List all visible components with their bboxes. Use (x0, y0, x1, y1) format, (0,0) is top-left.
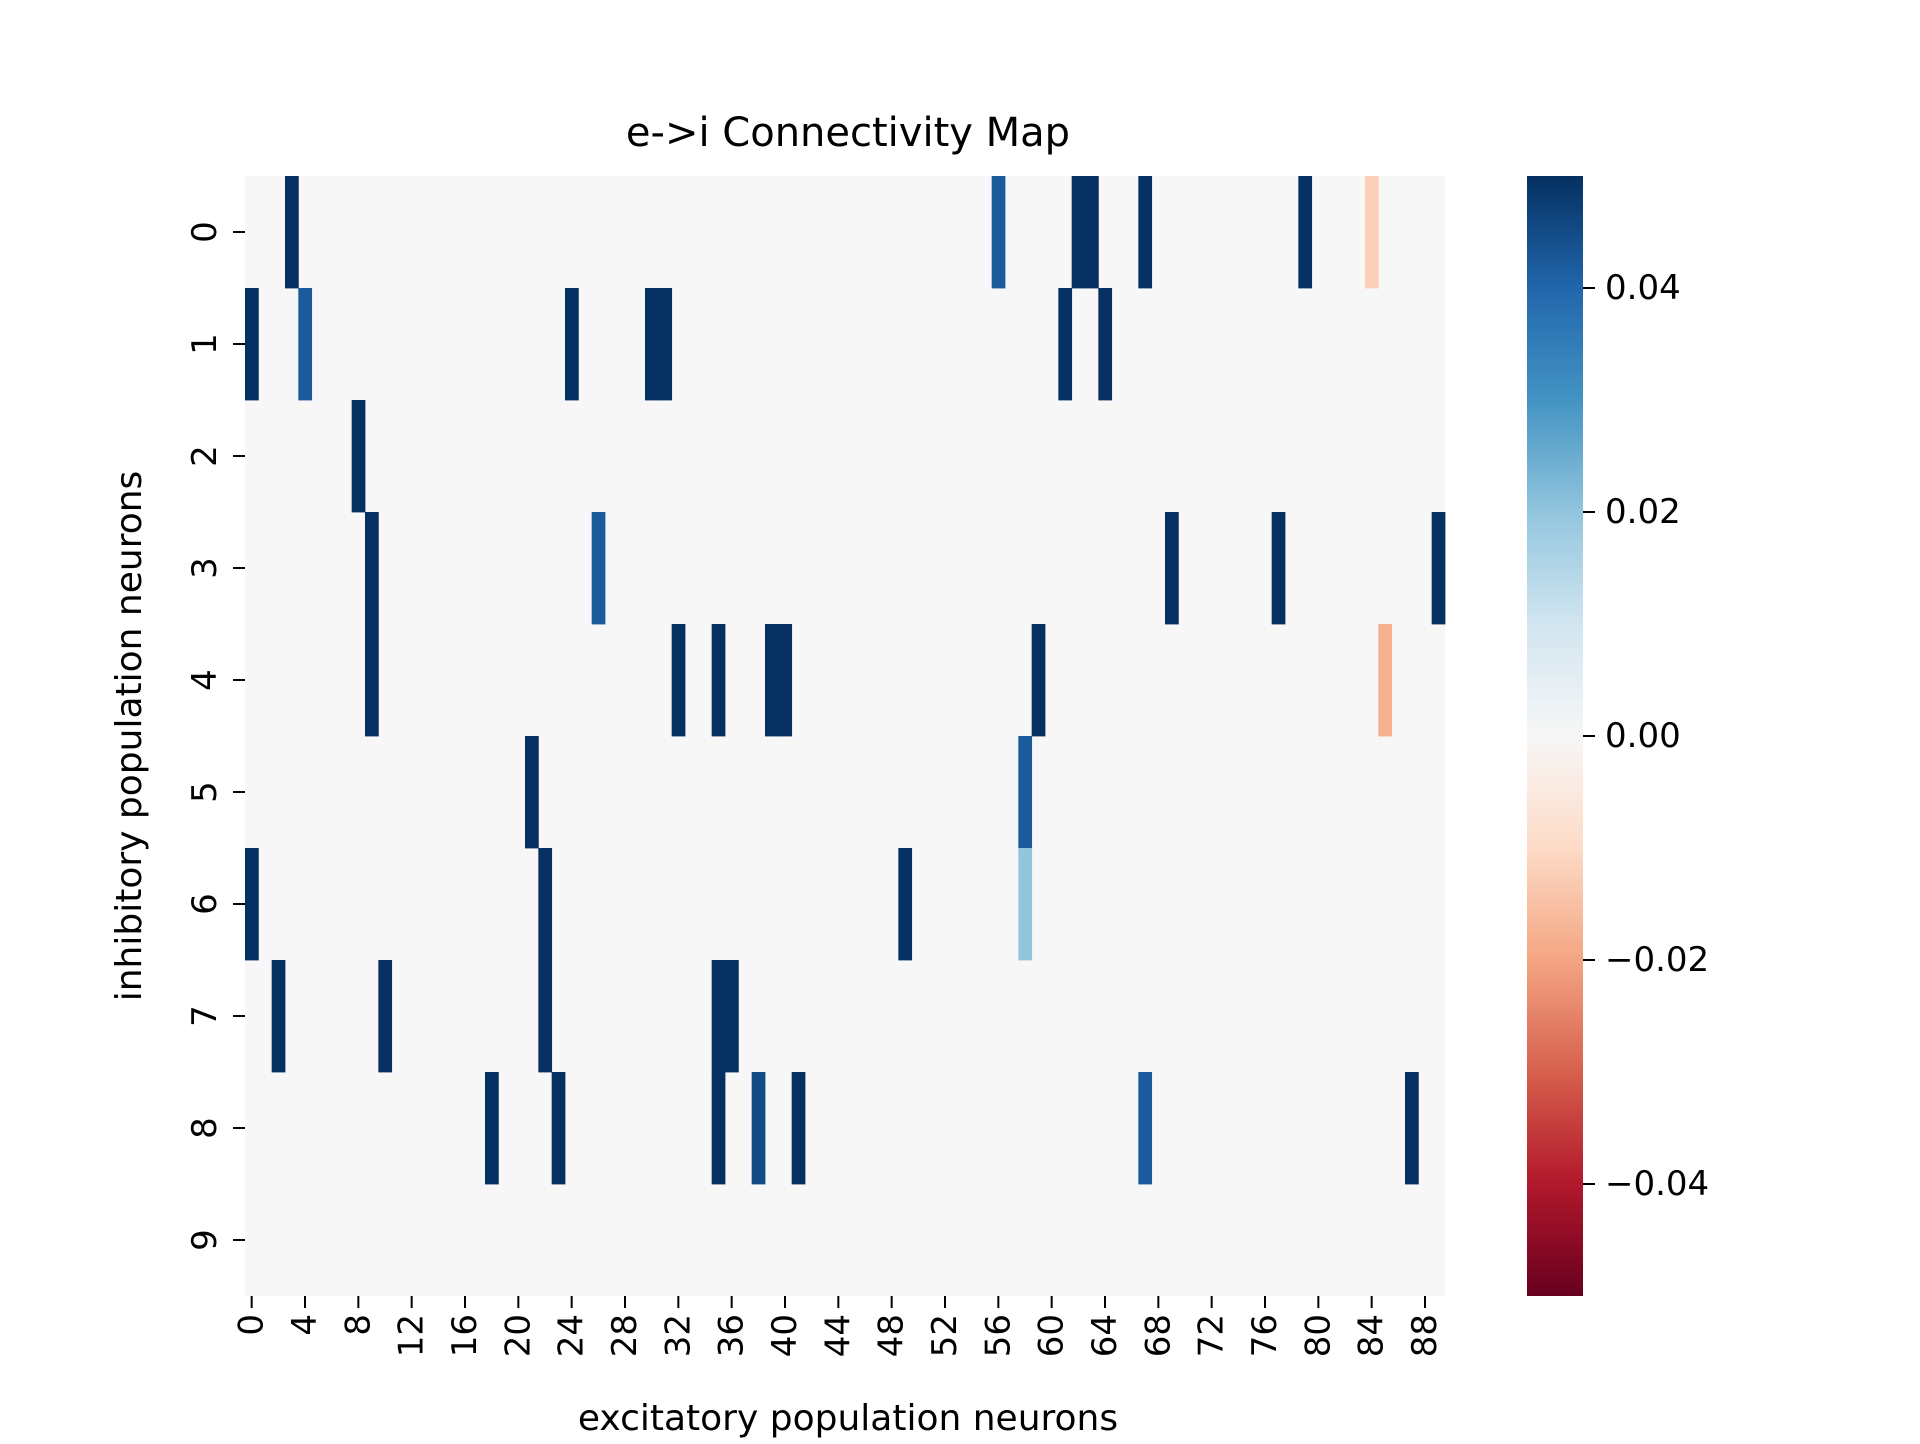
heatmap-cell (1365, 176, 1379, 289)
y-axis-label: inhibitory population neurons (109, 471, 150, 1002)
heatmap-cell (791, 1072, 806, 1185)
y-tick-label: 6 (185, 893, 225, 915)
x-axis-label: excitatory population neurons (578, 1398, 1118, 1439)
x-tick-label: 56 (978, 1314, 1018, 1357)
heatmap-cell (658, 288, 673, 401)
x-tick-label: 88 (1405, 1314, 1445, 1357)
heatmap-cell (365, 512, 379, 625)
heatmap-cell (1138, 176, 1153, 289)
heatmap-cell (1058, 288, 1073, 401)
heatmap-cells (245, 176, 1446, 1185)
x-tick-label: 0 (232, 1314, 272, 1336)
heatmap-cell (538, 960, 553, 1073)
heatmap-cell (591, 512, 606, 625)
x-tick-label: 20 (498, 1314, 538, 1357)
heatmap-cell (1298, 176, 1313, 289)
heatmap-cell (378, 960, 393, 1073)
x-tick-label: 80 (1298, 1314, 1338, 1357)
colorbar-tick-label: 0.02 (1605, 492, 1681, 532)
x-tick-label: 16 (445, 1314, 485, 1357)
heatmap-cell (765, 624, 779, 737)
heatmap-cell (1165, 512, 1179, 625)
heatmap-cell (271, 960, 286, 1073)
heatmap-cell (365, 624, 379, 737)
heatmap-cell (298, 288, 313, 401)
heatmap-cell (551, 1072, 566, 1185)
x-tick-label: 76 (1245, 1314, 1285, 1357)
heatmap-cell (1018, 848, 1033, 961)
x-tick-label: 60 (1032, 1314, 1072, 1357)
heatmap-cell (645, 288, 659, 401)
y-tick-label: 1 (185, 333, 225, 355)
colorbar-tick-label: −0.04 (1605, 1164, 1709, 1204)
heatmap-cell (725, 960, 739, 1073)
heatmap-cell (711, 624, 726, 737)
colorbar-ticks: 0.04 0.02 0.00 −0.02 −0.04 (1583, 268, 1709, 1204)
x-tick-label: 12 (392, 1314, 432, 1357)
y-tick-label: 8 (185, 1117, 225, 1139)
heatmap-cell (245, 288, 259, 401)
x-tick-label: 48 (872, 1314, 912, 1357)
heatmap-cell (285, 176, 299, 289)
heatmap-zero-background (245, 176, 1445, 1296)
x-tick-label: 4 (285, 1314, 325, 1336)
heatmap-cell (245, 848, 259, 961)
heatmap-cell (1405, 1072, 1419, 1185)
heatmap-cell (711, 1072, 726, 1185)
heatmap-cell (778, 624, 793, 737)
x-tick-label: 44 (818, 1314, 858, 1357)
heatmap-cell (1031, 624, 1046, 737)
heatmap-cell (991, 176, 1006, 289)
x-axis-ticks: 0 4 8 12 16 20 24 28 32 36 40 44 48 52 56 60 64 68 72 76 80 8… (232, 1296, 1445, 1357)
heatmap-background (245, 176, 1445, 1296)
x-tick-label: 64 (1085, 1314, 1125, 1357)
x-tick-label: 8 (338, 1314, 378, 1336)
y-tick-label: 2 (185, 445, 225, 467)
colorbar-tick-label: 0.04 (1605, 268, 1681, 308)
colorbar-tick-label: 0.00 (1605, 716, 1681, 756)
heatmap-cell (525, 736, 539, 849)
x-tick-label: 32 (658, 1314, 698, 1357)
heatmap-cell (751, 1072, 766, 1185)
heatmap-cell (1431, 512, 1446, 625)
heatmap-cell (1138, 1072, 1153, 1185)
y-tick-label: 5 (185, 781, 225, 803)
x-tick-label: 84 (1352, 1314, 1392, 1357)
y-tick-label: 0 (185, 221, 225, 243)
heatmap-cell (711, 960, 726, 1073)
heatmap-cell (1378, 624, 1393, 737)
x-tick-label: 24 (552, 1314, 592, 1357)
heatmap-cell (565, 288, 579, 401)
colorbar (1527, 176, 1583, 1296)
heatmap-cell (1071, 176, 1086, 289)
heatmap-cell (1018, 736, 1033, 849)
y-tick-label: 9 (185, 1229, 225, 1251)
x-tick-label: 68 (1138, 1314, 1178, 1357)
x-tick-label: 36 (712, 1314, 752, 1357)
heatmap-cell (485, 1072, 499, 1185)
heatmap-cell (671, 624, 686, 737)
x-tick-label: 52 (925, 1314, 965, 1357)
x-tick-label: 72 (1192, 1314, 1232, 1357)
y-axis-ticks: 0 1 2 3 4 5 6 7 8 9 (185, 221, 245, 1251)
y-tick-label: 3 (185, 557, 225, 579)
heatmap-cell (1271, 512, 1286, 625)
x-tick-label: 40 (765, 1314, 805, 1357)
colorbar-tick-label: −0.02 (1605, 940, 1709, 980)
chart-title: e->i Connectivity Map (626, 110, 1070, 156)
x-tick-label: 28 (605, 1314, 645, 1357)
heatmap-cell (898, 848, 913, 961)
y-tick-label: 4 (185, 669, 225, 691)
heatmap-cell (1098, 288, 1113, 401)
heatmap-cell (1085, 176, 1099, 289)
y-tick-label: 7 (185, 1005, 225, 1027)
heatmap-cell (538, 848, 553, 961)
heatmap-cell (351, 400, 366, 513)
